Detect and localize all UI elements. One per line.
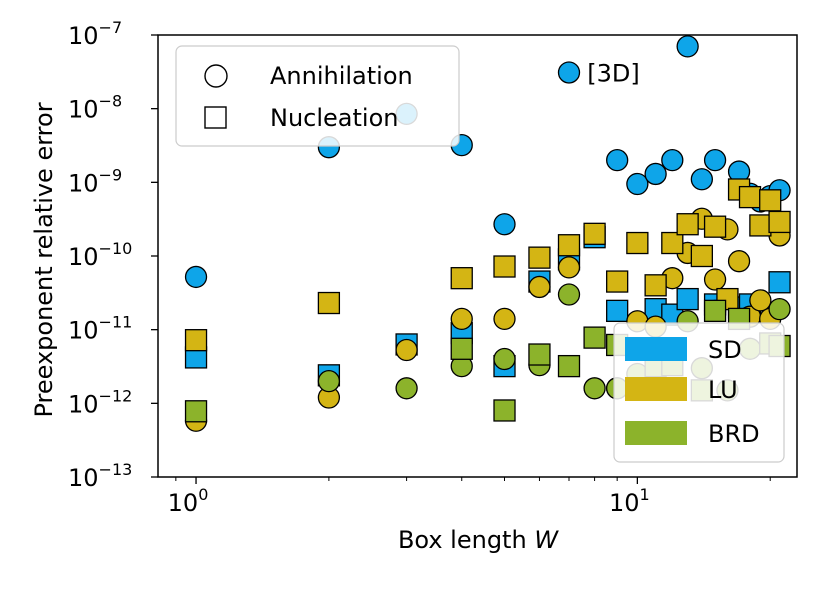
point-lu-annihilation-6	[557, 256, 581, 279]
y-tick-label-3: 10−10	[68, 239, 132, 271]
point-lu-nucleation-8	[626, 231, 649, 255]
x-axis-title-variable: W	[534, 526, 559, 554]
point-sd-nucleation-11	[676, 287, 699, 311]
point-lu-nucleation-7	[606, 270, 629, 293]
point-lu-annihilation-4	[493, 307, 516, 331]
point-lu-nucleation-10	[661, 231, 684, 255]
y-tick-label-6: 10−7	[68, 18, 122, 50]
y-tick-label-4: 10−9	[68, 165, 122, 197]
point-brd-nucleation-0	[184, 400, 208, 423]
point-lu-nucleation-13	[703, 215, 727, 238]
point-sd-annihilation-0	[184, 265, 208, 289]
point-lu-nucleation-9	[644, 274, 667, 297]
legend-swatch-brd	[625, 421, 687, 445]
point-lu-nucleation-4	[528, 246, 551, 269]
point-sd-annihilation-8	[644, 162, 667, 186]
point-lu-nucleation-16	[738, 185, 762, 209]
point-sd-annihilation-10	[676, 35, 699, 58]
point-sd-annihilation-12	[703, 149, 727, 172]
legend-label-nucleation: Nucleation	[270, 104, 398, 132]
y-axis: 10−13 10−12 10−11 10−10 10−9 10−8 10−7	[68, 18, 158, 492]
point-sd-annihilation-9	[661, 149, 684, 172]
point-sd-annihilation-11	[690, 168, 714, 191]
point-lu-nucleation-18	[759, 189, 782, 212]
point-brd-annihilation-5	[557, 283, 581, 306]
x-axis: 100 101	[168, 477, 771, 517]
legend-label-annihilation: Annihilation	[270, 62, 413, 90]
point-brd-nucleation-2	[493, 399, 516, 422]
legend-swatch-lu	[625, 377, 687, 401]
point-brd-annihilation-1	[395, 377, 418, 400]
legend-label-lu: LU	[708, 376, 738, 404]
point-lu-nucleation-2	[450, 267, 473, 290]
y-tick-label-0: 10−13	[68, 460, 132, 492]
point-brd-nucleation-3	[528, 343, 551, 366]
point-brd-nucleation-5	[583, 326, 606, 349]
point-brd-annihilation-0	[317, 370, 341, 393]
legend-circle-marker-icon	[204, 64, 228, 88]
point-lu-nucleation-6	[583, 222, 606, 245]
legend-swatch-sd	[625, 337, 687, 361]
point-sd-annihilation-5	[557, 61, 581, 84]
color-legend: SD LU BRD	[613, 322, 785, 463]
point-sd-nucleation-8	[606, 299, 629, 323]
marker-legend: Annihilation Nucleation	[175, 45, 460, 147]
x-axis-title-text: Box length	[398, 526, 527, 554]
point-lu-nucleation-3	[493, 255, 516, 278]
y-tick-label-2: 10−11	[68, 313, 132, 345]
point-brd-nucleation-10	[703, 299, 727, 323]
point-lu-nucleation-5	[557, 234, 581, 257]
annotation-group: [3D]	[587, 59, 639, 87]
point-lu-annihilation-2	[395, 338, 418, 362]
point-lu-nucleation-0	[184, 329, 208, 352]
point-brd-nucleation-1	[450, 337, 473, 360]
annotation-3d: [3D]	[587, 59, 639, 87]
x-axis-title: Box length W	[398, 526, 559, 554]
point-sd-annihilation-6	[606, 149, 629, 172]
legend-label-brd: BRD	[708, 420, 760, 448]
point-brd-annihilation-3	[493, 347, 516, 371]
point-lu-annihilation-17	[749, 289, 772, 312]
y-axis-title: Preexponent relative error	[30, 102, 58, 417]
point-sd-nucleation-15	[768, 271, 791, 294]
point-sd-annihilation-7	[626, 172, 649, 196]
point-sd-annihilation-4	[493, 213, 516, 236]
point-lu-annihilation-5	[528, 275, 551, 299]
point-lu-nucleation-19	[768, 210, 791, 234]
point-lu-nucleation-17	[749, 214, 772, 237]
y-tick-label-1: 10−12	[68, 386, 132, 418]
x-tick-label-1: 101	[609, 485, 650, 517]
point-lu-nucleation-1	[317, 291, 341, 315]
legend-label-sd: SD	[708, 336, 742, 364]
point-lu-annihilation-3	[450, 307, 473, 331]
point-lu-annihilation-13	[703, 268, 727, 291]
y-tick-label-5: 10−8	[68, 92, 122, 124]
legend-square-marker-icon	[204, 106, 227, 129]
point-brd-annihilation-15	[768, 297, 791, 321]
point-brd-nucleation-4	[557, 354, 581, 378]
point-lu-nucleation-11	[676, 213, 699, 236]
point-brd-annihilation-6	[583, 377, 606, 400]
point-lu-annihilation-15	[727, 250, 751, 273]
point-lu-nucleation-12	[690, 244, 714, 268]
x-tick-label-0: 100	[168, 485, 209, 517]
